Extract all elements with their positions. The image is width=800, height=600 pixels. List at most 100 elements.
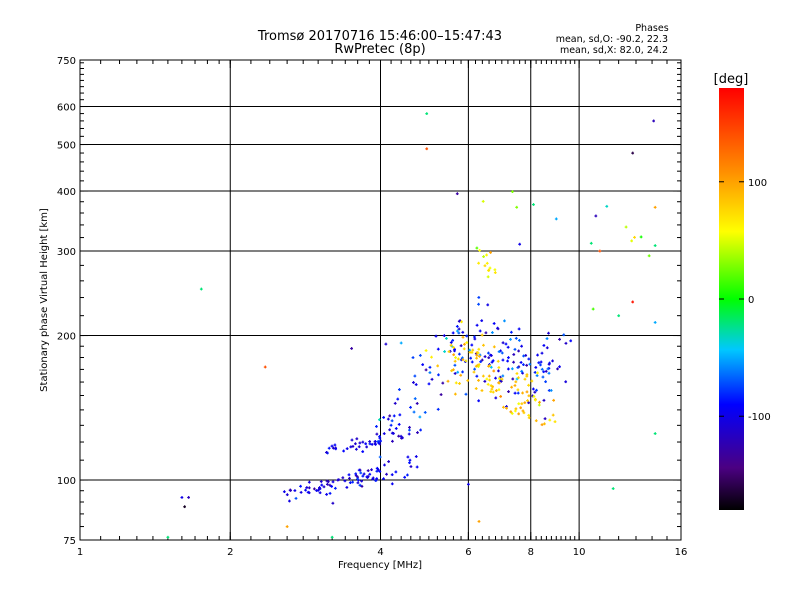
data-point-cross (426, 112, 428, 115)
data-point-cross (488, 356, 490, 360)
x-tick-label: 1 (77, 547, 83, 558)
data-point-cross (462, 330, 464, 334)
data-point-cross (429, 365, 431, 369)
data-point-cross (167, 535, 169, 539)
data-point-cross (514, 384, 516, 387)
data-point-cross (294, 489, 296, 492)
data-point-cross (488, 374, 490, 378)
x-tick-label: 2 (227, 547, 233, 558)
data-point-cross (640, 235, 642, 239)
data-point-cross (426, 147, 428, 151)
data-point-cross (361, 484, 363, 488)
data-point-cross (545, 369, 547, 373)
data-point-cross (376, 469, 378, 473)
data-point-cross (335, 447, 337, 451)
data-point-cross (408, 461, 411, 465)
data-point-cross (558, 365, 561, 369)
data-point-cross (522, 391, 524, 395)
data-point-cross (490, 390, 492, 393)
data-point-cross (398, 388, 401, 391)
data-points (166, 112, 657, 539)
x-tick-label: 6 (465, 547, 471, 558)
data-point-cross (445, 337, 448, 340)
data-point-cross (548, 389, 550, 392)
data-point-cross (473, 335, 476, 339)
data-point-cross (478, 302, 480, 306)
data-point-cross (412, 356, 414, 359)
data-point-cross (654, 205, 656, 209)
data-point-cross (474, 337, 476, 341)
x-tick-labels: 1 2 4 6 8 10 16 (77, 547, 688, 558)
data-point-cross (326, 492, 328, 496)
data-point-cross (379, 435, 381, 438)
data-point-cross (365, 442, 367, 446)
data-point-cross (482, 374, 485, 378)
data-point-cross (522, 363, 525, 366)
data-point-cross (546, 337, 548, 340)
data-point-cross (456, 324, 459, 328)
data-point-cross (459, 319, 461, 323)
data-point-cross (475, 352, 478, 355)
data-point-cross (460, 373, 462, 377)
data-point-cross (188, 496, 190, 499)
data-point-cross (354, 442, 357, 446)
data-point-cross (470, 356, 472, 360)
chart-subtitle: RwPretec (8p) (334, 42, 425, 57)
data-point-cross (454, 356, 457, 359)
data-point-cross (498, 377, 501, 381)
data-point-cross (352, 444, 354, 448)
data-point-cross (478, 354, 481, 358)
data-point-cross (383, 463, 386, 467)
data-point-cross (369, 440, 371, 443)
data-point-cross (460, 344, 462, 348)
data-point-cross (452, 331, 454, 335)
data-point-cross (497, 327, 499, 331)
data-point-cross (493, 322, 495, 325)
data-point-cross (481, 389, 483, 392)
data-point-cross (476, 374, 478, 378)
y-tick-label: 200 (57, 332, 76, 343)
data-point-cross (379, 455, 381, 459)
data-point-cross (483, 255, 485, 258)
data-point-cross (425, 368, 427, 372)
data-point-cross (458, 382, 461, 385)
colorbar-ticks: 100 0 -100 (719, 178, 771, 423)
data-point-cross (371, 442, 373, 446)
data-point-cross (534, 398, 537, 402)
data-point-cross (492, 390, 494, 394)
data-point-cross (498, 381, 500, 385)
data-point-cross (511, 367, 514, 371)
data-point-cross (283, 490, 286, 494)
data-point-cross (498, 366, 500, 369)
y-tick-label: 600 (57, 103, 76, 114)
grid-lines (80, 60, 681, 540)
data-point-cross (338, 478, 340, 482)
data-point-cross (524, 377, 526, 381)
data-point-cross (288, 499, 291, 503)
data-point-cross (511, 190, 514, 193)
data-point-cross (493, 369, 495, 373)
data-point-cross (393, 414, 395, 418)
data-point-cross (351, 347, 353, 350)
data-point-cross (526, 373, 528, 376)
data-point-cross (428, 382, 430, 386)
data-point-cross (515, 380, 517, 384)
data-point-cross (457, 370, 459, 374)
data-point-cross (519, 242, 521, 246)
data-point-cross (454, 363, 456, 367)
data-point-cross (407, 455, 409, 459)
data-point-cross (654, 432, 656, 435)
x-tick-label: 16 (675, 547, 688, 558)
data-point-cross (506, 406, 508, 410)
data-point-cross (306, 486, 308, 489)
data-point-cross (490, 384, 492, 387)
data-point-cross (516, 372, 518, 375)
data-point-cross (549, 418, 551, 422)
data-point-cross (548, 371, 550, 375)
data-point-cross (544, 417, 546, 421)
data-point-cross (473, 370, 475, 374)
data-point-cross (300, 490, 302, 494)
y-axis-label: Stationary phase Virtual Height [km] (39, 208, 50, 392)
data-point-cross (478, 296, 480, 299)
data-point-cross (531, 379, 533, 383)
